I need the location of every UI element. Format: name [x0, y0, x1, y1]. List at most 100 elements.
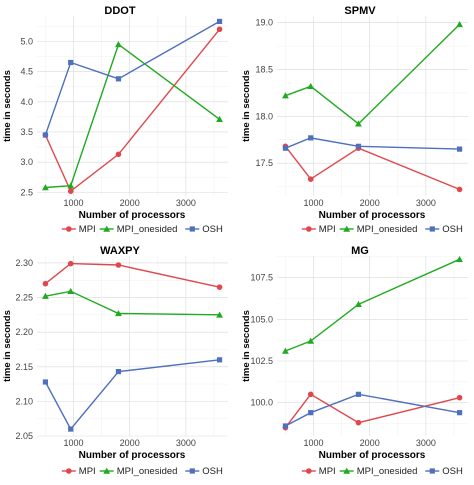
series-line-mpi	[284, 145, 460, 191]
data-point-mpi-onesided	[42, 292, 49, 299]
data-point-mpi	[42, 280, 49, 287]
legend-label: OSH	[202, 224, 223, 235]
data-point-mpi-onesided	[355, 120, 362, 127]
data-point-osh	[42, 132, 49, 138]
data-point-mpi-onesided	[42, 184, 49, 191]
series-line-osh	[44, 20, 220, 136]
y-axis-label: time in seconds	[2, 310, 13, 382]
y-tick-label: 2.30	[15, 258, 33, 268]
legend-item-mpi: MPI	[61, 224, 96, 235]
legend-swatch-marker	[66, 468, 72, 474]
legend-swatch-marker	[103, 225, 111, 232]
panel-spmv: 1000 2000 3000 17.5 18.0 18.5 19.0 SPMV time in …	[241, 5, 468, 235]
y-axis-label: time in seconds	[2, 70, 13, 142]
data-point-mpi-onesided	[216, 311, 223, 318]
legend-swatch-marker	[343, 225, 351, 232]
y-tick-label: 17.5	[255, 158, 273, 168]
panel-title: MG	[351, 245, 369, 257]
legend-item-mpi-onesided: MPI_onesided	[339, 224, 418, 235]
y-tick-label: 2.20	[15, 327, 33, 337]
legend-swatch-marker	[189, 468, 195, 474]
y-tick-label: 19.0	[255, 18, 273, 28]
legend-label: MPI	[79, 224, 96, 235]
data-point-mpi	[115, 262, 122, 268]
panel-title: SPMV	[344, 5, 376, 17]
panel-title: DDOT	[104, 5, 135, 17]
x-tick-label: 1000	[303, 438, 323, 448]
x-axis-label: Number of processors	[79, 450, 186, 461]
legend-swatch-marker	[429, 468, 435, 474]
data-point-mpi-onesided	[355, 300, 362, 308]
legend-label: MPI_onesided	[117, 224, 178, 235]
y-axis-label: time in seconds	[241, 310, 252, 382]
x-tick-label: 3000	[176, 198, 196, 208]
x-tick-label: 3000	[416, 198, 436, 208]
x-tick-label: 1000	[303, 198, 323, 208]
data-point-mpi-onesided	[115, 40, 122, 48]
x-tick-label: 3000	[176, 438, 196, 448]
panel-mg: 1000 2000 3000 100.0 102.5 105.0 107.5 MG time i…	[241, 245, 468, 477]
series-line-mpi	[44, 262, 220, 288]
data-point-osh	[355, 391, 362, 397]
y-tick-label: 4.0	[20, 97, 33, 107]
series-line-mpi	[44, 28, 221, 193]
x-axis-label: Number of processors	[319, 450, 426, 461]
legend-swatch-marker	[429, 226, 435, 232]
y-tick-label: 4.5	[20, 67, 33, 77]
legend-label: OSH	[442, 224, 463, 235]
data-point-mpi	[456, 186, 463, 193]
y-tick-label: 2.5	[20, 187, 33, 197]
x-axis-label: Number of processors	[319, 210, 426, 221]
data-point-mpi-onesided	[307, 337, 315, 344]
series-line-osh	[44, 359, 220, 431]
x-tick-label: 2000	[120, 438, 140, 448]
data-point-osh	[216, 357, 223, 363]
data-point-mpi-onesided	[115, 310, 122, 317]
x-tick-label: 2000	[360, 198, 380, 208]
data-point-mpi	[67, 188, 74, 194]
series-line-osh	[285, 137, 460, 150]
legend-label: MPI_onesided	[357, 224, 418, 235]
legend-swatch-marker	[343, 467, 351, 474]
data-point-osh	[68, 426, 74, 432]
legend: MPI MPI_onesided OSH	[61, 224, 223, 235]
legend-swatch-marker	[306, 468, 312, 474]
legend-item-osh: OSH	[185, 224, 223, 235]
legend: MPI MPI_onesided OSH	[61, 466, 223, 477]
x-tick-label: 1000	[63, 438, 83, 448]
data-point-osh	[308, 410, 314, 416]
panel-title: WAXPY	[100, 245, 140, 257]
x-axis-label: Number of processors	[79, 210, 186, 221]
data-point-osh	[282, 423, 289, 429]
data-point-osh	[42, 379, 49, 385]
series-line-osh	[285, 393, 460, 427]
data-point-mpi-onesided	[67, 287, 75, 295]
data-point-mpi	[216, 284, 223, 290]
panel-waxpy: 1000 2000 3000 2.05 2.10 2.15 2.20 2.25 2.30 WAXP…	[2, 245, 228, 477]
legend-item-mpi-onesided: MPI_onesided	[99, 224, 178, 235]
legend-label: MPI	[79, 466, 96, 477]
y-tick-label: 5.0	[20, 36, 33, 46]
legend-item-osh: OSH	[425, 224, 463, 235]
legend-label: OSH	[202, 466, 223, 477]
data-point-mpi	[307, 391, 314, 398]
y-tick-label: 100.0	[250, 398, 273, 408]
legend-item-mpi: MPI	[301, 224, 336, 235]
x-tick-label: 3000	[416, 438, 436, 448]
y-tick-label: 102.5	[250, 356, 273, 366]
data-point-mpi-onesided	[307, 82, 315, 90]
legend-item-osh: OSH	[425, 466, 463, 477]
y-tick-label: 3.0	[20, 157, 33, 167]
data-point-mpi	[67, 260, 74, 267]
legend-swatch-marker	[66, 226, 72, 232]
legend: MPI MPI_onesided OSH	[301, 224, 463, 235]
legend-item-osh: OSH	[185, 466, 223, 477]
data-point-mpi-onesided	[67, 182, 75, 189]
legend-item-mpi-onesided: MPI_onesided	[339, 466, 417, 477]
data-point-osh	[115, 76, 122, 82]
panel-ddot: 1000 2000 3000 2.5 3.0 3.5 4.0 4.5 5.0 DDOT time i…	[2, 5, 228, 235]
legend-label: MPI	[319, 224, 336, 235]
x-tick-label: 1000	[63, 198, 83, 208]
series-line-mpi	[284, 393, 460, 429]
